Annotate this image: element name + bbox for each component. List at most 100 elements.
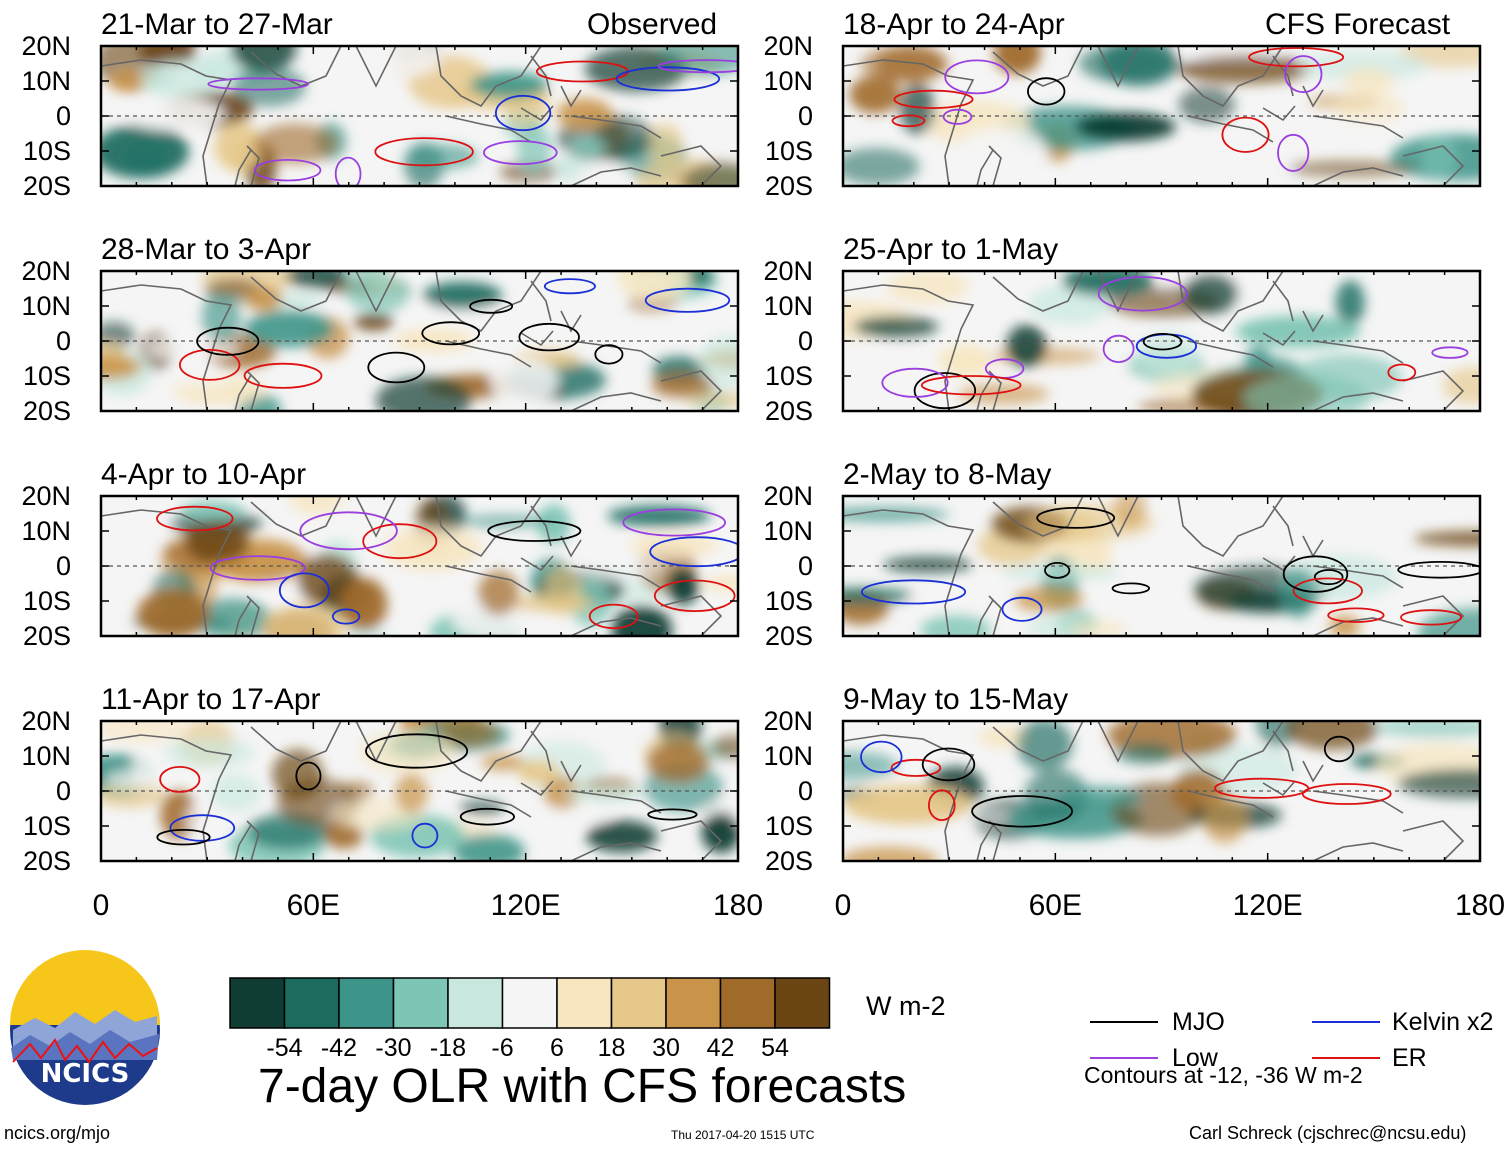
legend-label-2: Kelvin x2 [1392,1008,1494,1036]
colorbar-swatch-6 [501,977,558,1029]
legend-label-1: MJO [1172,1008,1225,1036]
wave-contours [881,276,1469,410]
lat-label-10N: 10N [21,66,71,96]
panel-title-4: 11-Apr to 17-Apr [101,683,321,716]
olr-anomaly-field [843,721,1480,861]
axis-ticks [842,270,1481,412]
olr-anomaly-field [843,271,1480,411]
lat-label-20N: 20N [763,481,813,511]
map-panel-8 [841,719,1482,863]
ncics-logo: NCICS [10,950,160,1105]
lat-label-20N: 20N [763,31,813,61]
lat-label-20S: 20S [764,621,813,651]
axis-ticks [100,720,739,862]
colorbar-tick-3: -30 [375,1034,412,1062]
lat-label-20S: 20S [764,396,813,426]
lat-label-20N: 20N [763,256,813,286]
lat-label-10N: 10N [21,291,71,321]
map-panel-7 [841,494,1482,638]
lat-label-0: 0 [797,326,813,356]
olr-anomaly-field [101,271,738,411]
colorbar-tick-2: -42 [320,1034,358,1062]
lat-label-10S: 10S [764,586,813,616]
wave-contours [891,47,1345,172]
lat-label-0: 0 [797,776,813,806]
lat-label-0: 0 [55,326,71,356]
colorbar-swatch-3 [338,977,395,1029]
lon-label-60E: 60E [1028,889,1083,922]
map-panel-3 [99,494,740,638]
coastlines [843,496,1465,636]
colorbar-swatch-11 [774,977,831,1029]
legend-note: Contours at -12, -36 W m-2 [1084,1062,1363,1088]
footer-author: Carl Schreck (cjschrec@ncsu.edu) [1189,1123,1467,1143]
lon-label-180: 180 [1454,889,1506,922]
wave-contours [207,59,738,186]
panel-title-1: 21-Mar to 27-Mar [101,8,333,41]
lon-label-120E: 120E [1232,889,1303,922]
panel-title-5: 18-Apr to 24-Apr [843,8,1065,41]
wave-contours [156,505,738,630]
colorbar-tick-10: 54 [761,1034,789,1062]
colorbar-tick-9: 42 [706,1034,735,1062]
colorbar-swatch-7 [556,977,613,1029]
coastlines [101,496,723,636]
lat-label-0: 0 [55,551,71,581]
lat-label-0: 0 [55,776,71,806]
lat-label-20N: 20N [21,256,71,286]
lat-label-10S: 10S [764,811,813,841]
wave-contours [860,506,1480,626]
lat-label-10S: 10S [22,811,71,841]
colorbar-swatch-9 [665,977,722,1029]
lat-label-20N: 20N [21,706,71,736]
lat-label-0: 0 [797,551,813,581]
lat-label-10S: 10S [764,136,813,166]
lat-label-10S: 10S [764,361,813,391]
colorbar-tick-1: -54 [266,1034,303,1062]
footer-timestamp: Thu 2017-04-20 1515 UTC [671,1128,815,1142]
coastlines [101,721,723,861]
lat-label-20N: 20N [763,706,813,736]
colorbar-swatch-2 [283,977,340,1029]
panel-title-6: 25-Apr to 1-May [843,233,1059,266]
olr-anomaly-field [101,721,738,861]
colorbar [229,977,831,1029]
lat-label-0: 0 [797,101,813,131]
axis-ticks [842,495,1481,637]
lat-label-20S: 20S [764,171,813,201]
lat-label-20S: 20S [22,846,71,876]
panel-title-8: 9-May to 15-May [843,683,1069,716]
lat-label-10S: 10S [22,586,71,616]
footer-website: ncics.org/mjo [4,1123,111,1143]
axis-ticks [842,720,1481,862]
wave-contours [156,733,698,849]
colorbar-swatch-4 [392,977,449,1029]
axis-ticks [842,45,1481,187]
lat-label-20N: 20N [21,31,71,61]
panel-title-2: 28-Mar to 3-Apr [101,233,312,266]
lon-label-0: 0 [92,889,110,922]
colorbar-tick-7: 18 [597,1034,626,1062]
figure-title: 7-day OLR with CFS forecasts [258,1060,907,1113]
legend [1090,1021,1380,1059]
map-panel-2 [99,269,740,413]
coastlines [843,721,1465,861]
colorbar-tick-6: 6 [550,1034,564,1062]
lat-label-20N: 20N [21,481,71,511]
panel-title-7: 2-May to 8-May [843,458,1052,491]
lat-label-10N: 10N [763,741,813,771]
forecast-label: CFS Forecast [1265,8,1451,41]
map-panel-1 [99,44,740,188]
lat-label-10S: 10S [22,136,71,166]
map-panel-4 [99,719,740,863]
legend-label-3: Low [1172,1044,1218,1072]
lat-label-10N: 10N [763,66,813,96]
wave-contours [178,278,731,389]
lat-label-10N: 10N [763,291,813,321]
axis-ticks [100,495,739,637]
observed-label: Observed [587,8,718,41]
colorbar-swatch-1 [229,977,286,1029]
lon-label-120E: 120E [490,889,561,922]
axis-ticks [100,45,739,187]
lat-label-0: 0 [55,101,71,131]
